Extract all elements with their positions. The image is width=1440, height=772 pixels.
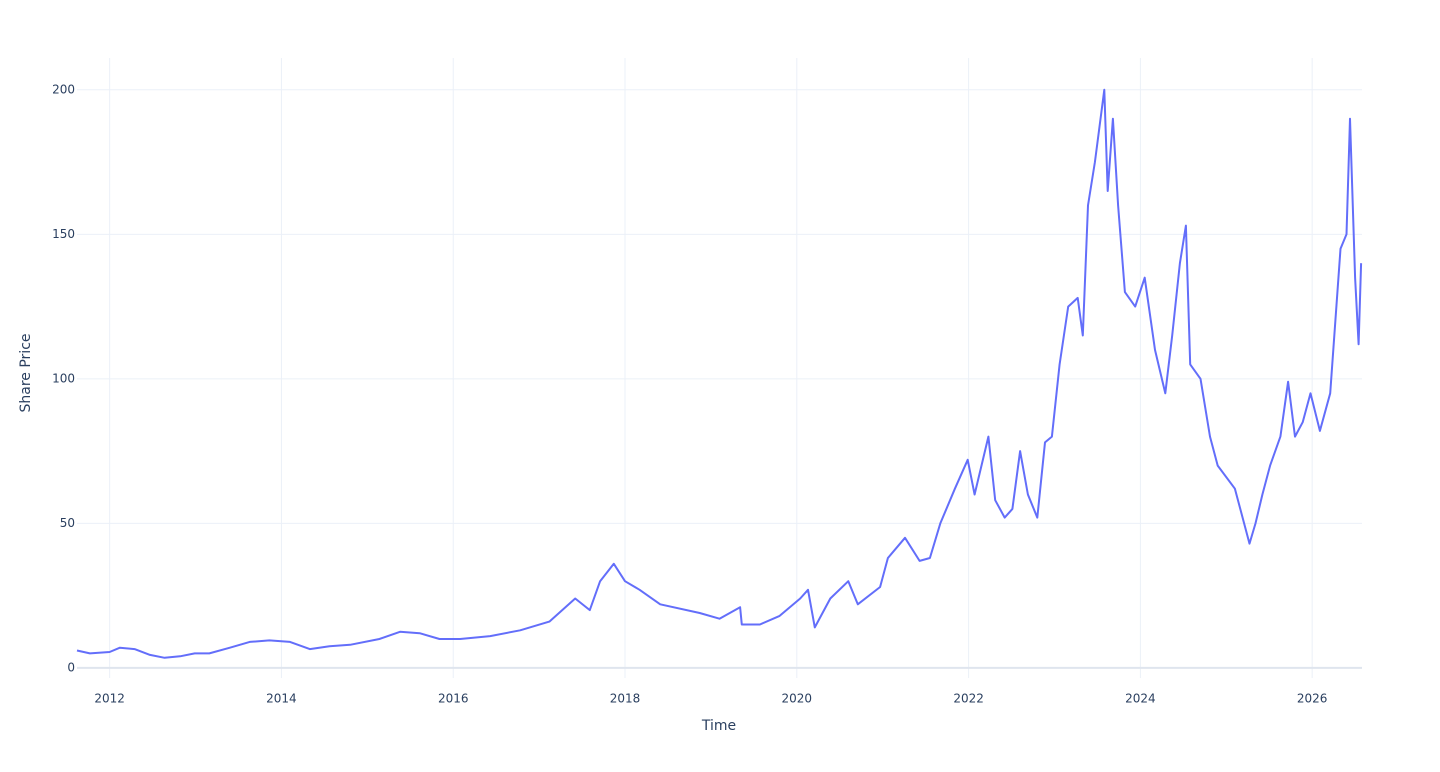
x-tick-label: 2012 [94, 692, 125, 706]
x-axis-title: Time [701, 718, 736, 734]
x-tick-label: 2022 [953, 692, 984, 706]
y-tick-label: 200 [52, 82, 75, 96]
line [76, 88, 1363, 659]
y-tick-label: 50 [60, 516, 75, 530]
y-tick-label: 0 [67, 660, 75, 674]
x-tick-label: 2024 [1125, 692, 1156, 706]
y-axis-title: Share Price [18, 333, 34, 412]
x-tick-label: 2016 [438, 692, 469, 706]
x-tick-label: 2026 [1297, 692, 1328, 706]
x-tick-label: 2014 [266, 692, 297, 706]
y-tick-label: 100 [52, 371, 75, 385]
x-tick-label: 2018 [610, 692, 641, 706]
y-tick-label: 150 [52, 227, 75, 241]
x-tick-label: 2020 [782, 692, 813, 706]
